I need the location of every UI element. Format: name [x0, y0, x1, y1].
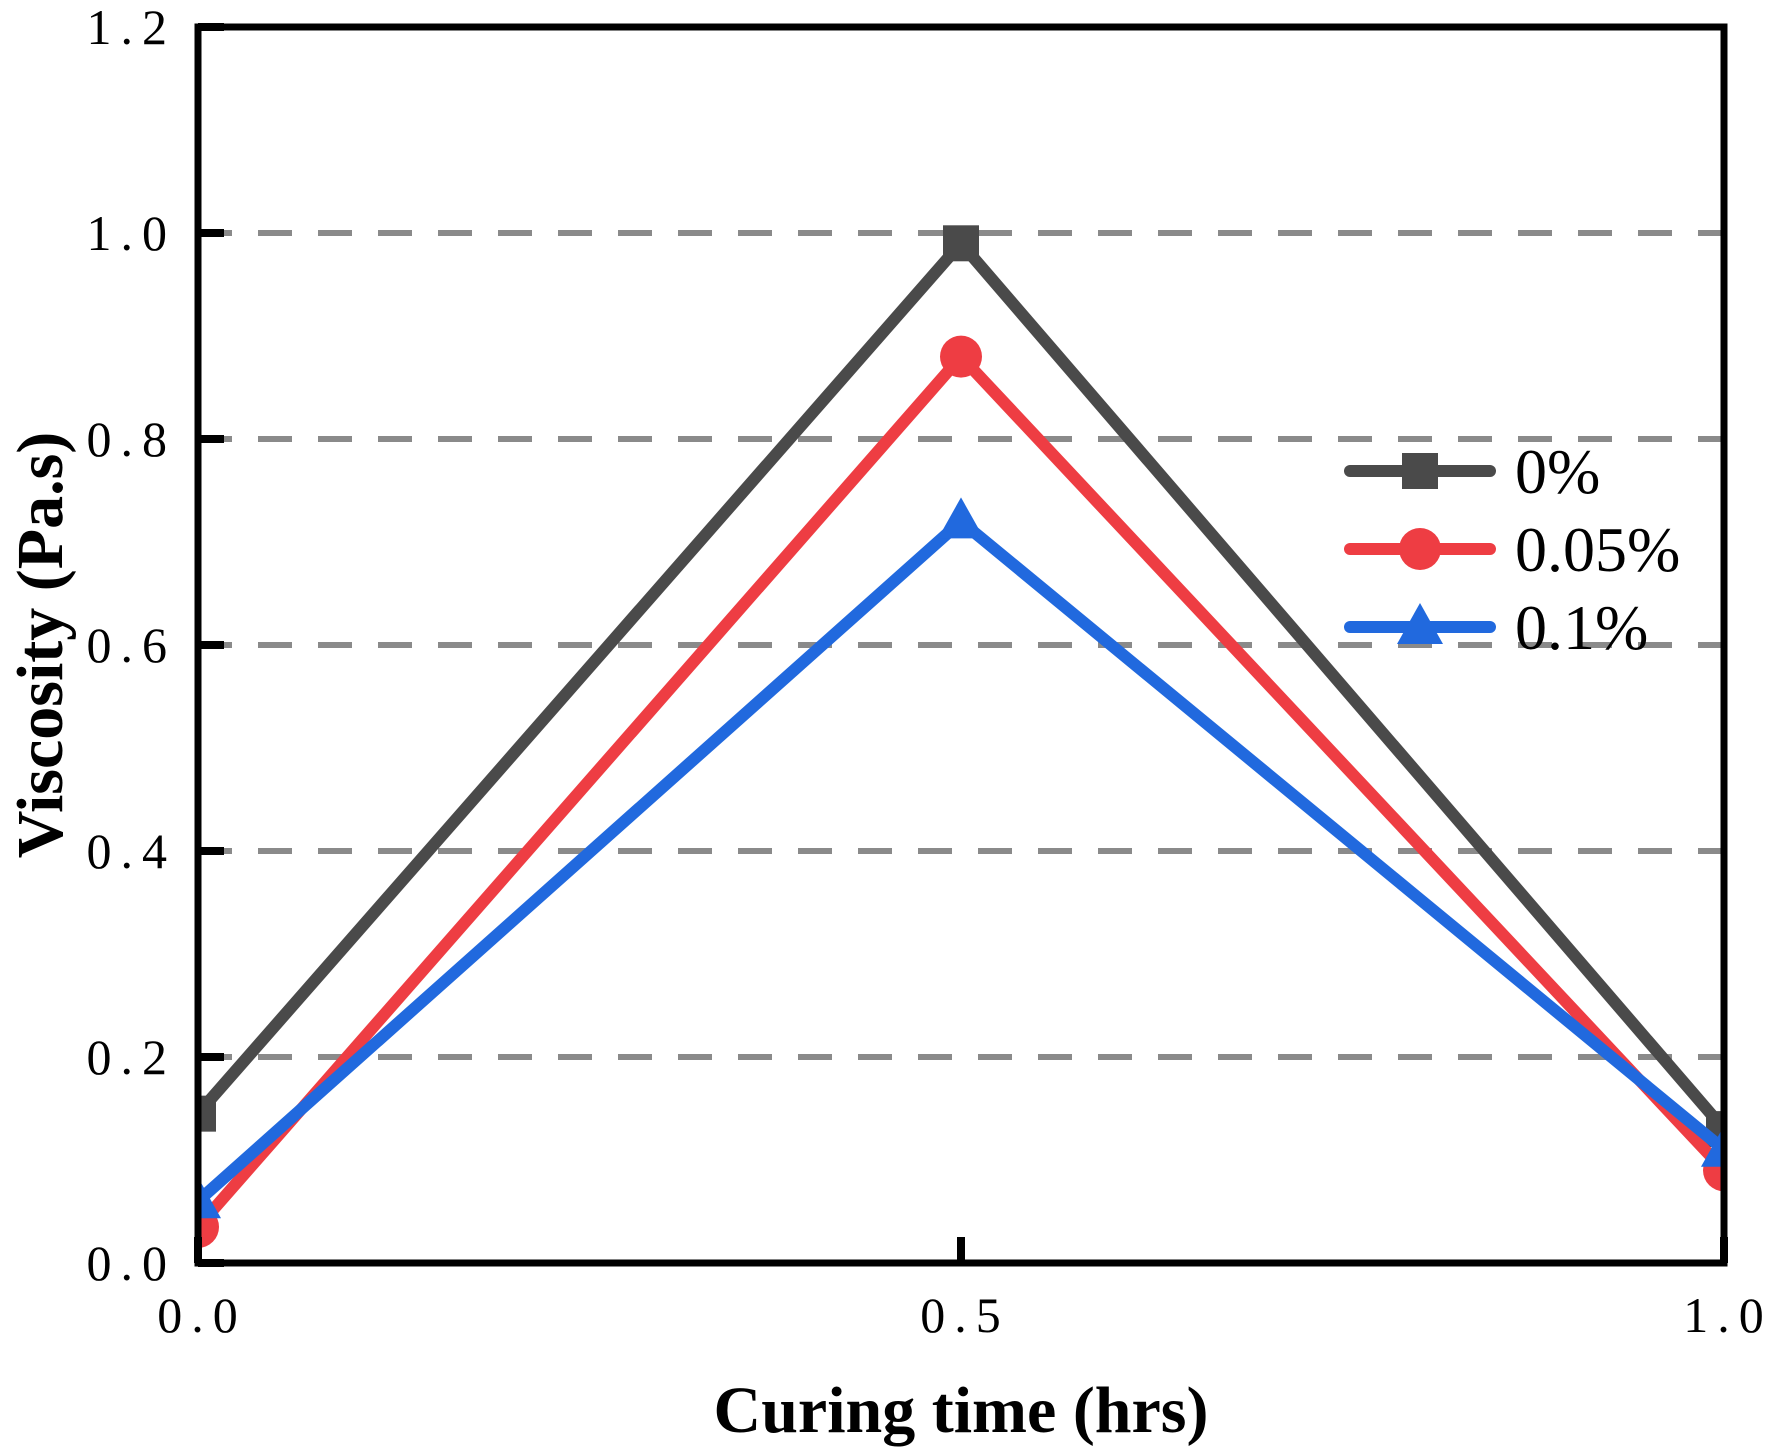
legend-marker-square: [1402, 453, 1438, 489]
y-tick-label: 1.0: [87, 205, 177, 261]
data-point-0%: [198, 1095, 216, 1132]
data-point-0%: [943, 225, 979, 262]
legend-label: 0.1%: [1515, 592, 1648, 663]
tick-layer: [194, 23, 1728, 1267]
legend-entry-0.05%: 0.05%: [1344, 514, 1680, 585]
legend: 0%0.05%0.1%: [1344, 436, 1680, 663]
y-tick-label: 1.2: [87, 0, 177, 55]
y-axis-title: Viscosity (Pa.s): [4, 432, 77, 859]
axes-frame: [194, 23, 1728, 1267]
x-tick-label: 1.0: [1683, 1287, 1773, 1343]
y-tick-label: 0.8: [87, 411, 177, 467]
y-tick-label: 0.2: [87, 1029, 177, 1085]
data-point-0.1%: [198, 1177, 221, 1219]
gridline-layer: [198, 230, 1724, 1060]
x-axis-title: Curing time (hrs): [714, 1374, 1209, 1447]
data-point-0.1%: [1701, 1125, 1724, 1167]
legend-marker-circle: [1399, 528, 1441, 570]
legend-label: 0.05%: [1515, 514, 1680, 585]
axes-frame-layer: [194, 23, 1728, 1267]
x-tick-label: 0.5: [920, 1287, 1010, 1343]
y-tick-label: 0.0: [87, 1235, 177, 1291]
legend-label: 0%: [1515, 436, 1600, 507]
legend-marker-triangle: [1397, 603, 1443, 644]
y-tick-label: 0.4: [87, 823, 177, 879]
legend-entry-0%: 0%: [1344, 436, 1600, 507]
series-line-0.05%: [198, 347, 1724, 1231]
legend-entry-0.1%: 0.1%: [1344, 592, 1648, 663]
x-tick-label: 0.0: [157, 1287, 247, 1343]
data-point-0.1%: [938, 497, 984, 539]
data-point-0.05%: [940, 335, 982, 378]
tick-label-layer: 0.0 0.2 0.4 0.6 0.8 1.0 1.2 0.0 0.5 1.0: [87, 0, 1773, 1343]
series-layer: [198, 225, 1724, 1248]
y-tick-label: 0.6: [87, 617, 177, 673]
